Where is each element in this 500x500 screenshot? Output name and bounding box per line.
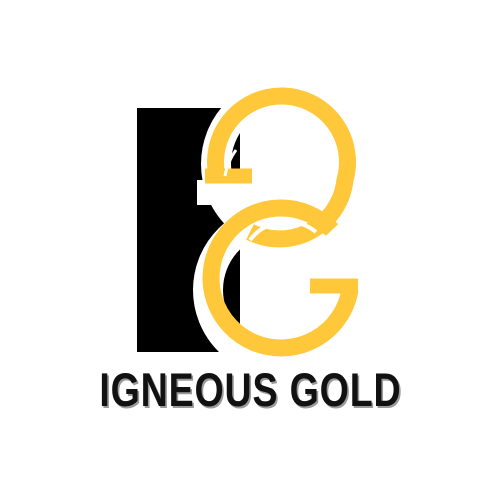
brand-name: IGNEOUS GOLD: [99, 363, 402, 416]
gold-upper-curve: [207, 87, 356, 248]
gold-g-curve: [202, 199, 359, 357]
